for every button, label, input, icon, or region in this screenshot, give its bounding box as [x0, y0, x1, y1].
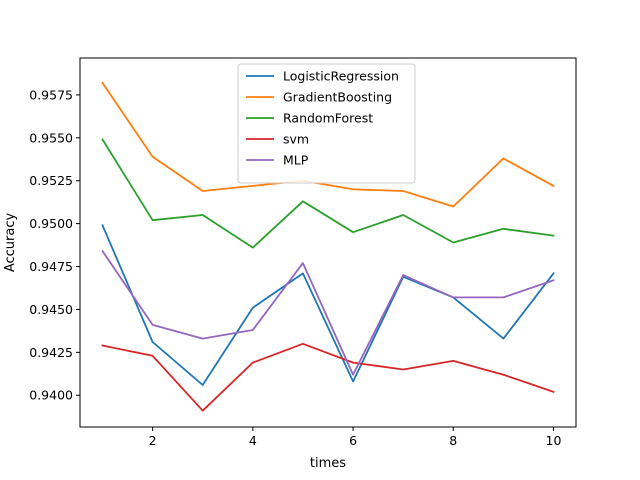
legend-label: svm — [283, 132, 309, 147]
y-tick-label: 0.9475 — [29, 259, 73, 274]
y-tick-label: 0.9525 — [29, 173, 73, 188]
legend: LogisticRegression GradientBoosting Random… — [237, 63, 416, 184]
series-line-randomforest — [101, 138, 555, 249]
y-tick-label: 0.9400 — [29, 388, 73, 403]
y-axis-ticks: 0.9400 0.9425 0.9450 0.9475 0.9500 0.9525 0.95… — [29, 87, 80, 403]
x-tick-label: 4 — [249, 433, 257, 448]
x-tick-label: 8 — [449, 433, 457, 448]
legend-label: GradientBoosting — [283, 90, 392, 105]
plot-frame — [79, 57, 577, 428]
series-line-gradientboosting — [101, 81, 555, 208]
series-line-logisticregression — [101, 224, 555, 386]
legend-box — [237, 63, 416, 184]
x-tick-label: 6 — [349, 433, 357, 448]
y-tick-label: 0.9575 — [29, 87, 73, 102]
y-tick-label: 0.9500 — [29, 216, 73, 231]
x-tick-label: 2 — [149, 433, 157, 448]
series-line-svm — [101, 342, 555, 412]
series-line-mlp — [101, 249, 555, 376]
legend-label: RandomForest — [283, 111, 373, 126]
y-axis-label: Accuracy — [3, 213, 18, 273]
x-axis-label: times — [310, 456, 346, 471]
legend-label: MLP — [283, 153, 309, 168]
x-tick-label: 10 — [546, 433, 562, 448]
y-tick-label: 0.9425 — [29, 345, 73, 360]
series-layer — [101, 81, 555, 412]
legend-label: LogisticRegression — [283, 69, 399, 84]
y-tick-label: 0.9550 — [29, 130, 73, 145]
y-tick-label: 0.9450 — [29, 302, 73, 317]
x-axis-ticks: 2 4 6 8 10 — [149, 427, 562, 448]
